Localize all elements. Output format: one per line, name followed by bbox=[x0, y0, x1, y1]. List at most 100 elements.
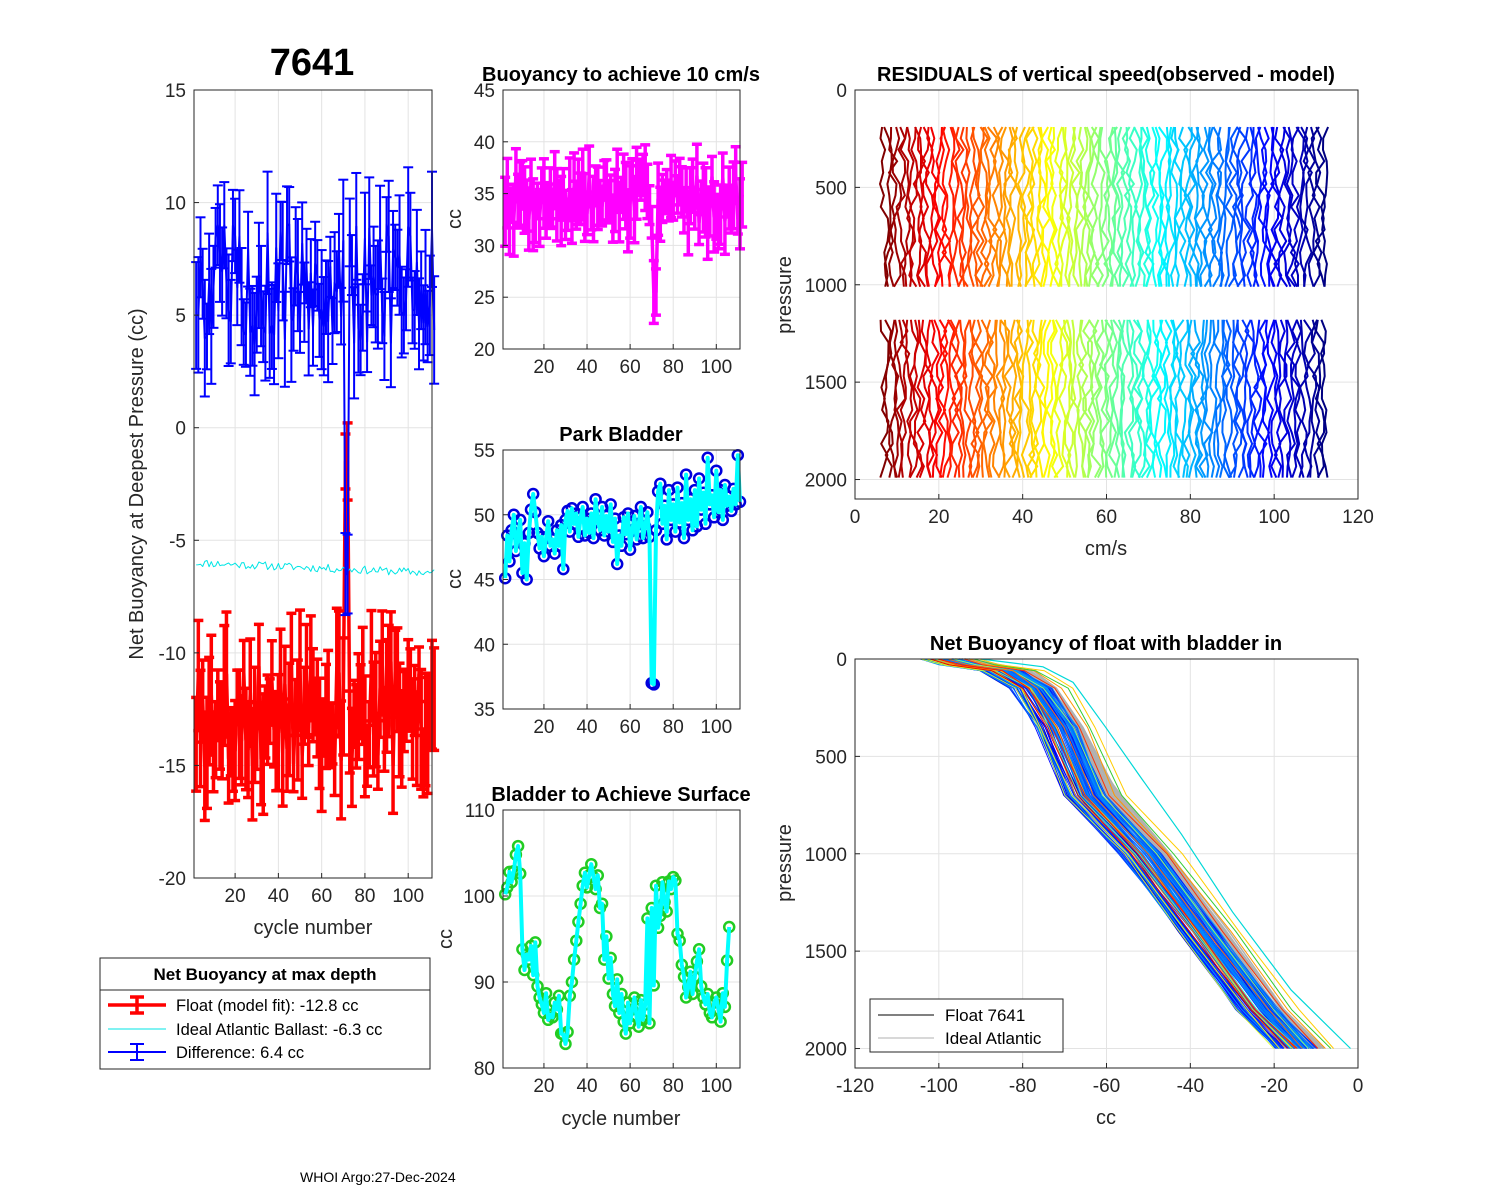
residual-profile bbox=[1029, 126, 1039, 287]
residual-profile bbox=[986, 319, 998, 478]
residual-profile bbox=[959, 126, 969, 288]
x-tick-label: 40 bbox=[1012, 507, 1033, 528]
residual-profile bbox=[1273, 319, 1283, 478]
series-line bbox=[503, 173, 744, 294]
x-tick-label: -60 bbox=[1093, 1076, 1120, 1097]
residual-profile bbox=[1094, 126, 1106, 288]
x-tick-label: -80 bbox=[1009, 1076, 1036, 1097]
residual-profile bbox=[1240, 126, 1252, 287]
residual-profile bbox=[1013, 126, 1023, 287]
residual-profile bbox=[1149, 126, 1160, 287]
x-ticks: 20 40 60 80 100 bbox=[225, 873, 424, 907]
residual-profile bbox=[1098, 319, 1111, 478]
net-buoyancy-bladder-plot: -120 -100 -80 -60 -40 -20 0 0 500 1000 1500 2000 N… bbox=[774, 633, 1363, 1129]
residual-profile bbox=[1165, 126, 1177, 287]
residual-profile bbox=[1282, 126, 1292, 288]
residual-profile bbox=[1066, 126, 1077, 287]
residual-profile bbox=[1186, 126, 1198, 287]
series-group bbox=[498, 839, 736, 1051]
plot-border bbox=[193, 89, 433, 879]
residual-profile bbox=[1103, 126, 1115, 287]
y-tick-label: 90 bbox=[474, 973, 495, 994]
x-tick-label: 100 bbox=[392, 886, 424, 907]
residual-profile bbox=[1099, 126, 1111, 288]
x-tick-label: 80 bbox=[663, 357, 684, 378]
residual-profile bbox=[1314, 126, 1326, 287]
residual-profile bbox=[1169, 319, 1181, 479]
y-ticks: 110 100 90 80 bbox=[463, 801, 508, 1080]
x-tick-label: 40 bbox=[576, 717, 597, 738]
residual-profile bbox=[1007, 126, 1018, 287]
legend-label-float: Float 7641 bbox=[945, 1006, 1025, 1025]
residual-profile bbox=[904, 319, 914, 478]
residual-profile bbox=[1277, 126, 1289, 288]
residual-profile bbox=[1128, 126, 1138, 288]
residual-profile bbox=[1194, 126, 1205, 287]
residual-profile bbox=[1289, 319, 1301, 478]
series-group bbox=[878, 126, 1330, 479]
y-tick-label: 100 bbox=[463, 887, 495, 908]
x-tick-label: 40 bbox=[576, 1076, 597, 1097]
residual-profile bbox=[962, 319, 973, 478]
residual-profile bbox=[1162, 126, 1173, 287]
residual-profile bbox=[1248, 126, 1259, 287]
float-profile bbox=[920, 658, 1275, 1049]
residual-profile bbox=[916, 319, 927, 478]
residual-profile bbox=[1111, 126, 1122, 288]
residual-profile bbox=[958, 319, 968, 478]
residual-profile bbox=[1307, 126, 1317, 287]
x-tick-label: 20 bbox=[533, 717, 554, 738]
series-surface-bladder bbox=[498, 839, 736, 1051]
residual-profile bbox=[1140, 126, 1152, 287]
residual-profile bbox=[888, 319, 899, 478]
y-tick-label: 35 bbox=[474, 700, 495, 721]
residual-profile bbox=[1037, 126, 1048, 287]
residual-profile bbox=[937, 126, 948, 287]
residual-profile bbox=[1253, 126, 1263, 288]
y-ticks: 55 50 45 40 35 bbox=[474, 441, 508, 721]
residual-profile bbox=[930, 126, 940, 287]
series-park-bladder bbox=[498, 448, 747, 691]
residual-profile bbox=[1248, 319, 1260, 478]
x-tick-label: 100 bbox=[700, 717, 732, 738]
residual-profile bbox=[1191, 126, 1202, 287]
x-tick-label: -100 bbox=[920, 1076, 958, 1097]
residual-profile bbox=[1070, 319, 1080, 478]
residual-profile bbox=[961, 126, 973, 287]
x-tick-label: 120 bbox=[1342, 507, 1374, 528]
residual-profile bbox=[1260, 126, 1272, 287]
residual-profile bbox=[1012, 319, 1023, 478]
residual-profile bbox=[912, 319, 924, 479]
series-group bbox=[191, 166, 440, 823]
residual-profile bbox=[1111, 319, 1122, 478]
residual-profile bbox=[887, 126, 899, 287]
y-tick-label: -5 bbox=[169, 531, 186, 552]
x-tick-label: 60 bbox=[1096, 507, 1117, 528]
x-tick-label: 100 bbox=[700, 1076, 732, 1097]
y-tick-label: -15 bbox=[159, 756, 186, 777]
series-line bbox=[195, 223, 436, 576]
residual-profile bbox=[1208, 319, 1218, 478]
float-profile bbox=[968, 658, 1326, 1049]
series-line bbox=[196, 560, 435, 576]
legend-box bbox=[869, 998, 1064, 1053]
residual-profile bbox=[1194, 319, 1205, 479]
footer-stamp: WHOI Argo:27-Dec-2024 bbox=[300, 1169, 456, 1185]
residual-profile bbox=[1186, 319, 1197, 478]
y-tick-label: 1500 bbox=[805, 373, 847, 394]
float-profile bbox=[973, 658, 1332, 1049]
residual-profile bbox=[1183, 126, 1193, 287]
residual-profile bbox=[924, 319, 935, 478]
residual-profile bbox=[1210, 126, 1223, 288]
residual-profile bbox=[1153, 319, 1164, 478]
residual-profile bbox=[1157, 126, 1168, 287]
residual-profile bbox=[907, 126, 919, 288]
x-tick-label: 20 bbox=[533, 1076, 554, 1097]
residual-profile bbox=[1003, 319, 1015, 479]
residual-profile bbox=[1123, 126, 1136, 287]
float-profile bbox=[963, 658, 1319, 1049]
residual-profile bbox=[949, 319, 960, 478]
y-axis-label: pressure bbox=[774, 824, 796, 902]
y-tick-label: 0 bbox=[836, 650, 847, 671]
residual-profile bbox=[1203, 319, 1214, 478]
